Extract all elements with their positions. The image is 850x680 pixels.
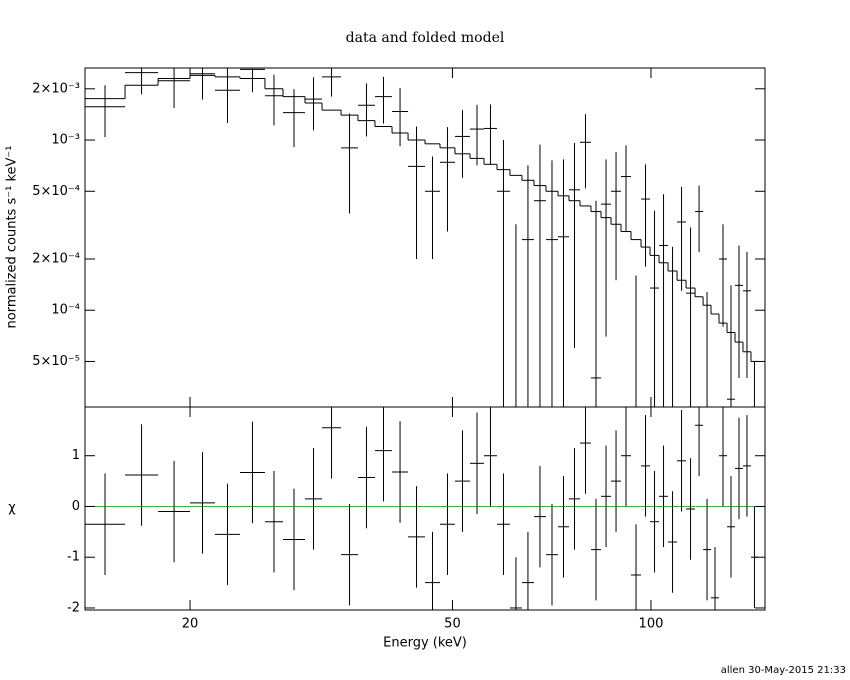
y-axis-label: normalized counts s⁻¹ keV⁻¹ [5,146,20,329]
plot-area [85,407,765,610]
y-tick-label: 5×10⁻⁵ [32,354,80,369]
y-axis-label: χ [8,501,16,516]
y-tick-label: 0 [72,499,80,514]
panel-frame [84,406,766,611]
y-tick-label: 2×10⁻³ [32,81,80,96]
x-axis-label: Energy (keV) [383,636,467,651]
y-tick-label: -1 [67,550,80,565]
panel-frame [84,67,766,408]
plot-area [85,68,758,407]
y-tick-label: 10⁻³ [51,133,80,148]
chart-title: data and folded model [346,30,505,46]
y-tick-label: 2×10⁻⁴ [32,251,80,266]
x-tick-label: 20 [182,617,199,632]
y-tick-label: 10⁻⁴ [51,303,80,318]
footer: allen 30-May-2015 21:33 [721,665,846,676]
y-tick-label: 1 [72,448,80,463]
y-tick-label: -2 [67,600,80,615]
x-tick-label: 50 [444,617,461,632]
y-tick-label: 5×10⁻⁴ [32,184,80,199]
x-tick-label: 100 [639,617,664,632]
